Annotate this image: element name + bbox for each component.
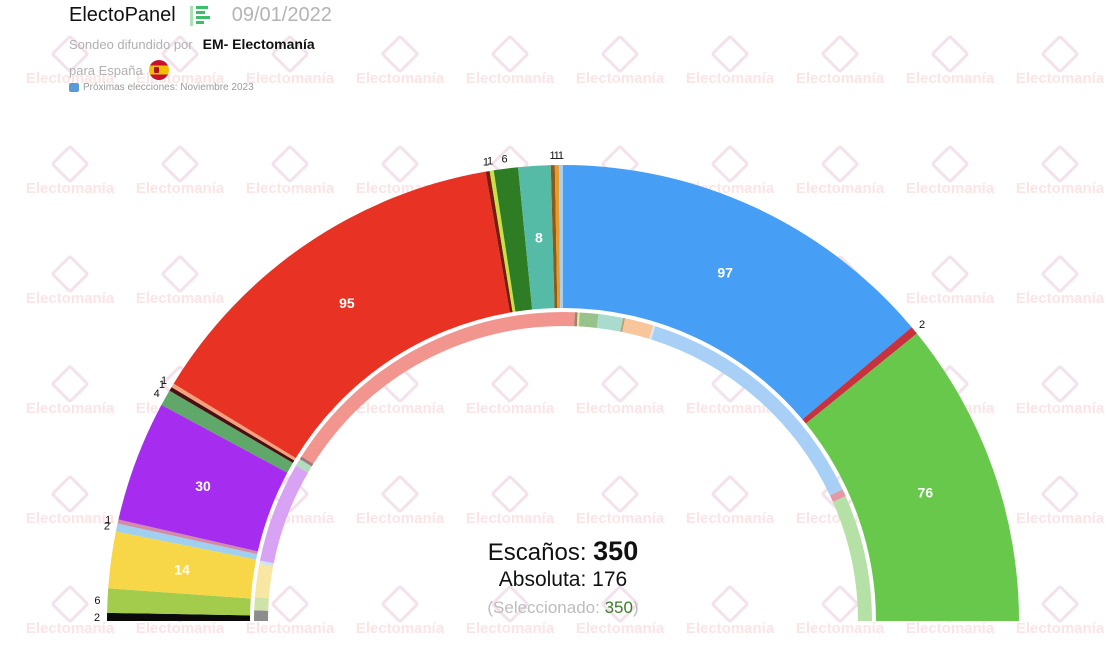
seat-count-label: 1 [161, 375, 167, 387]
comparison-segment[interactable] [651, 326, 843, 496]
spain-flag-icon [148, 60, 169, 80]
comparison-segment[interactable] [649, 325, 656, 340]
seat-count-label: 4 [154, 388, 160, 400]
comparison-segment[interactable] [832, 496, 872, 621]
seat-count-label: 1 [554, 150, 560, 162]
party-segment[interactable] [117, 519, 258, 555]
party-segment[interactable] [161, 390, 293, 473]
seat-count-label: 8 [535, 229, 543, 245]
comparison-segment[interactable] [295, 459, 312, 473]
comparison-segment[interactable] [254, 563, 274, 599]
seat-count-label: 1 [105, 514, 111, 526]
poll-source: EM- Electomanía [202, 36, 315, 52]
party-segment[interactable] [489, 170, 516, 313]
seat-count-label: 6 [94, 595, 100, 607]
party-segment[interactable] [805, 333, 1019, 621]
party-segment[interactable] [107, 588, 251, 616]
seat-count-label: 2 [104, 520, 110, 532]
seats-value: 350 [593, 536, 639, 566]
party-segment[interactable] [563, 165, 912, 420]
ballot-box-icon [69, 83, 79, 92]
seat-count-label: 2 [919, 319, 925, 331]
subtitle-prefix: Sondeo difundido por [69, 36, 193, 52]
seat-count-label: 30 [195, 478, 211, 494]
comparison-segment[interactable] [254, 610, 269, 621]
party-segment[interactable] [107, 612, 251, 621]
next-elections: Próximas elecciones: Noviembre 2023 [69, 82, 332, 93]
seats-label: Escaños: [487, 539, 587, 566]
party-segment[interactable] [173, 171, 510, 459]
party-segment[interactable] [558, 165, 563, 309]
country-label: para España [69, 62, 143, 78]
subtitle: Sondeo difundido por EM- Electomanía [69, 36, 332, 52]
party-segment[interactable] [802, 327, 917, 424]
seat-count-label: 1 [159, 379, 165, 391]
comparison-segment[interactable] [259, 465, 309, 564]
seat-count-label: 14 [174, 561, 190, 577]
seat-count-label: 97 [717, 264, 733, 280]
seat-count-label: 76 [918, 484, 934, 500]
electopanel-logo-icon [189, 5, 212, 27]
country-line: para España [69, 60, 332, 80]
header: ElectoPanel 09/01/2022 Sondeo difundido … [69, 4, 332, 93]
seat-count-label: 95 [339, 295, 355, 311]
majority: Absoluta: 176 [413, 568, 713, 592]
comparison-segment[interactable] [576, 312, 580, 327]
seat-count-label: 1 [558, 150, 564, 162]
majority-label: Absoluta: [498, 568, 587, 591]
seat-count-label: 1 [487, 156, 493, 168]
comparison-segment[interactable] [574, 312, 578, 327]
party-segment[interactable] [115, 523, 258, 560]
party-segment[interactable] [493, 167, 533, 312]
party-segment[interactable] [518, 165, 555, 310]
comparison-segment[interactable] [829, 489, 846, 502]
comparison-segment[interactable] [596, 314, 624, 332]
next-elections-text: Próximas elecciones: Noviembre 2023 [83, 82, 254, 93]
party-segment[interactable] [118, 404, 288, 552]
seat-count-label: 1 [549, 150, 555, 162]
seats-total: Escaños: 350 [413, 536, 713, 567]
party-segment[interactable] [171, 383, 296, 461]
comparison-segment[interactable] [622, 318, 654, 339]
poll-date: 09/01/2022 [231, 4, 332, 26]
comparison-segment[interactable] [578, 312, 599, 328]
app-title: ElectoPanel [69, 4, 176, 26]
party-segment[interactable] [554, 165, 561, 309]
selected-value: 350 [604, 598, 633, 617]
comparison-segment[interactable] [259, 560, 274, 567]
majority-value: 176 [592, 568, 628, 591]
seat-count-label: 6 [502, 154, 508, 166]
party-segment[interactable] [169, 387, 295, 463]
comparison-segment[interactable] [254, 597, 269, 611]
party-segment[interactable] [485, 170, 513, 313]
comparison-segment[interactable] [299, 456, 314, 467]
party-segment[interactable] [550, 165, 558, 309]
selected-seats: (Seleccionado: 350) [413, 598, 713, 618]
seat-count-label: 2 [94, 612, 100, 624]
party-segment[interactable] [108, 531, 257, 599]
selected-prefix: (Seleccionado: [487, 598, 605, 617]
seat-count-label: 1 [483, 156, 489, 168]
comparison-segment[interactable] [301, 312, 575, 464]
comparison-segment[interactable] [620, 317, 626, 333]
selected-suffix: ) [632, 598, 639, 617]
